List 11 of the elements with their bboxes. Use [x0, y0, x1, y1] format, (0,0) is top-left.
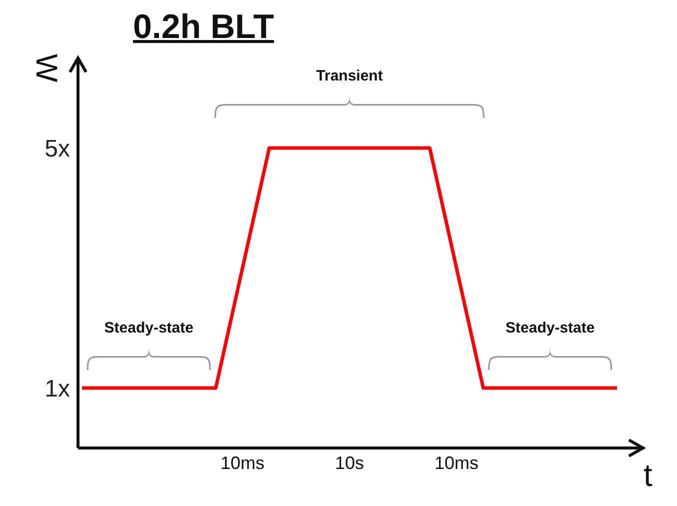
annotation: Steady-state — [104, 320, 194, 336]
y-tick-label: 1x — [44, 376, 70, 403]
annotation: Transient — [316, 68, 383, 84]
annotation: Steady-state — [506, 320, 595, 336]
y-tick-label: 5x — [44, 136, 70, 163]
y-axis-title: W — [30, 54, 62, 83]
x-tick-label: 10ms — [220, 452, 265, 473]
chart-title: 0.2h BLT — [133, 8, 274, 47]
x-tick-label: 10s — [334, 452, 364, 473]
x-axis-title: t — [644, 457, 653, 493]
x-tick-label: 10ms — [434, 452, 479, 473]
